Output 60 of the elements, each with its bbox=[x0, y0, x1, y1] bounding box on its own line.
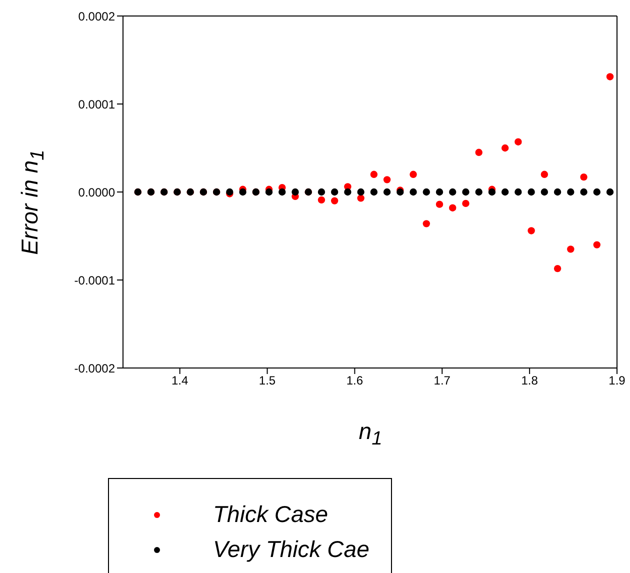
point bbox=[410, 188, 417, 196]
point bbox=[318, 196, 326, 204]
point bbox=[580, 173, 588, 181]
point bbox=[475, 148, 482, 156]
point bbox=[422, 220, 430, 228]
x-tick-label: 1.9 bbox=[608, 374, 626, 388]
point bbox=[462, 200, 470, 208]
point bbox=[383, 188, 391, 196]
point bbox=[462, 188, 470, 196]
y-tick-label: 0.0001 bbox=[78, 97, 116, 112]
point bbox=[410, 170, 417, 178]
point bbox=[488, 188, 496, 196]
point bbox=[540, 170, 548, 178]
point bbox=[449, 188, 456, 196]
y-tick-label: -0.0002 bbox=[74, 361, 116, 376]
point bbox=[357, 194, 364, 202]
x-tick-label: 1.4 bbox=[171, 374, 188, 388]
point bbox=[567, 188, 574, 196]
point bbox=[528, 188, 535, 196]
legend-label: Thick Case bbox=[213, 501, 328, 528]
point bbox=[593, 241, 600, 248]
point bbox=[501, 144, 509, 152]
point bbox=[422, 188, 430, 196]
point bbox=[318, 188, 326, 196]
point bbox=[370, 188, 378, 196]
x-tick-label: 1.7 bbox=[434, 374, 451, 388]
point bbox=[514, 138, 522, 146]
point bbox=[292, 188, 299, 196]
point bbox=[554, 188, 562, 196]
point bbox=[540, 188, 548, 196]
legend-label: Very Thick Cae bbox=[213, 536, 370, 563]
point bbox=[357, 188, 364, 196]
point bbox=[501, 188, 509, 196]
x-tick-label: 1.6 bbox=[346, 374, 364, 388]
point bbox=[330, 188, 338, 196]
point bbox=[593, 188, 600, 196]
point bbox=[606, 188, 614, 196]
y-tick-label: 0.0000 bbox=[78, 185, 116, 200]
point bbox=[449, 204, 456, 212]
y-tick-label: -0.0001 bbox=[74, 273, 116, 288]
point bbox=[383, 176, 391, 184]
point bbox=[436, 188, 444, 196]
y-tick-label: 0.0002 bbox=[78, 9, 116, 24]
point bbox=[239, 188, 246, 196]
point bbox=[436, 200, 444, 208]
point bbox=[330, 197, 338, 204]
x-tick-label: 1.8 bbox=[521, 374, 538, 388]
point bbox=[580, 188, 588, 196]
point bbox=[554, 264, 562, 272]
point bbox=[514, 188, 522, 196]
point bbox=[265, 188, 273, 196]
x-axis-title: n$_{1}$ bbox=[358, 418, 384, 451]
point bbox=[606, 73, 614, 80]
point bbox=[344, 188, 352, 196]
point bbox=[528, 227, 535, 234]
point bbox=[567, 246, 574, 253]
x-tick-label: 1.5 bbox=[258, 374, 276, 388]
point bbox=[278, 188, 286, 196]
point bbox=[370, 170, 378, 178]
point bbox=[475, 188, 482, 196]
